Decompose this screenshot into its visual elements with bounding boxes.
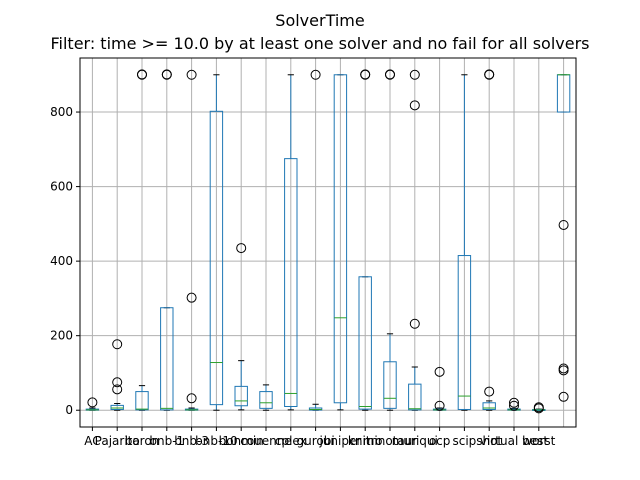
x-tick-label: bonmin [219,434,264,448]
x-tick-label: worst [522,434,555,448]
box-iqr [457,255,472,410]
y-tick-label: 800 [50,105,73,119]
y-tick-label: 400 [50,254,73,268]
outlier-point [409,318,420,329]
x-tick-label: virtual best [480,434,548,448]
outlier-point [360,69,371,80]
outlier-point [186,69,197,80]
box-iqr [358,276,372,410]
outlier-point [558,391,569,402]
x-tick-label: bnb-1 [149,434,184,448]
outlier-point [434,366,445,377]
outlier-point [87,397,98,408]
outlier-point [434,400,445,411]
x-tick-label: knitro [348,434,383,448]
x-tick-label: bnb-10 [195,434,237,448]
outlier-point [533,402,544,413]
y-tick-label: 0 [65,403,73,417]
x-tick-label: Pajarito [95,434,140,448]
outlier-point [509,397,519,408]
box-iqr [482,402,496,410]
x-tick-label: muriqui [392,434,438,448]
outlier-point [509,400,519,411]
box-iqr [333,74,348,404]
outlier-point [112,384,123,395]
outlier-point [137,69,147,80]
outlier-point [310,69,321,80]
outlier-point [558,219,569,230]
outlier-point [385,69,395,80]
outlier-point [409,69,420,80]
outlier-point [236,243,247,254]
box-iqr [259,391,273,409]
y-tick-label: 600 [50,180,73,194]
outlier-point [186,292,197,303]
box-iqr [284,158,298,407]
outlier-point [409,100,420,111]
x-tick-label: juniper [318,434,361,448]
chart-title: SolverTime [275,11,365,30]
box-iqr [135,391,149,411]
outlier-point [112,339,123,350]
plot-frame [79,57,577,428]
x-tick-label: cplex [275,434,307,448]
x-tick-label: shot [476,434,502,448]
x-tick-label: AC [84,434,100,448]
box-iqr [234,385,248,407]
x-tick-label: bnb-3 [174,434,209,448]
outlier-point [161,69,172,80]
outlier-point [112,377,123,388]
box-iqr [408,383,422,411]
outlier-point [186,393,197,404]
box-iqr [209,110,224,406]
outlier-point [484,69,495,80]
x-tick-label: baron [125,434,160,448]
x-tick-label: scip [452,434,476,448]
outlier-point [558,363,569,374]
x-tick-label: gurobi [297,434,335,448]
outlier-point [484,386,495,397]
y-tick-label: 200 [50,329,73,343]
chart-subtitle: Filter: time >= 10.0 by at least one sol… [50,34,590,53]
box-iqr [160,307,174,411]
x-tick-label: ocp [429,434,451,448]
x-tick-label: minotaur [363,434,418,448]
box-iqr [383,361,397,409]
box-iqr [110,404,124,410]
x-tick-label: couenne [240,434,292,448]
